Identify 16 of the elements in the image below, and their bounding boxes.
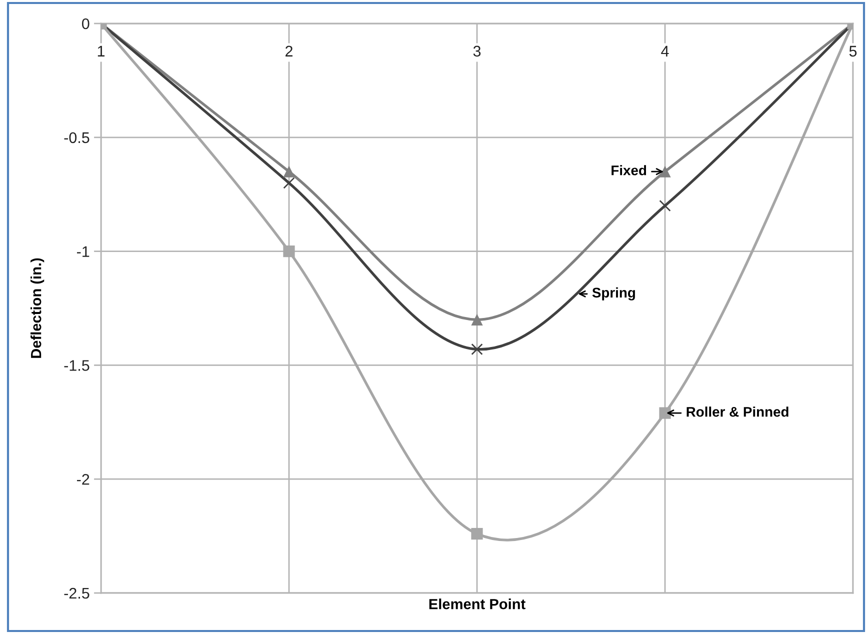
y-tick-label: -0.5: [64, 132, 90, 144]
x-tick-label: 2: [286, 46, 292, 56]
y-tick-label: -2: [76, 474, 90, 485]
x-axis-title: Element Point: [429, 598, 526, 610]
y-tick-label: -1: [76, 246, 90, 257]
y-tick-label: -1.5: [64, 360, 90, 371]
series-label: Spring: [592, 287, 635, 300]
y-tick-label: 0: [82, 18, 90, 30]
x-tick-label: 1: [98, 46, 105, 56]
series-label: Roller & Pinned: [686, 406, 788, 417]
y-tick-label: -2.5: [64, 588, 90, 599]
x-tick-label: 3: [473, 46, 481, 57]
x-tick-label: 5: [849, 46, 857, 57]
series-label: Fixed: [612, 165, 646, 176]
y-axis-title: Deflection (in.): [30, 258, 44, 358]
x-tick-label: 4: [661, 46, 669, 56]
